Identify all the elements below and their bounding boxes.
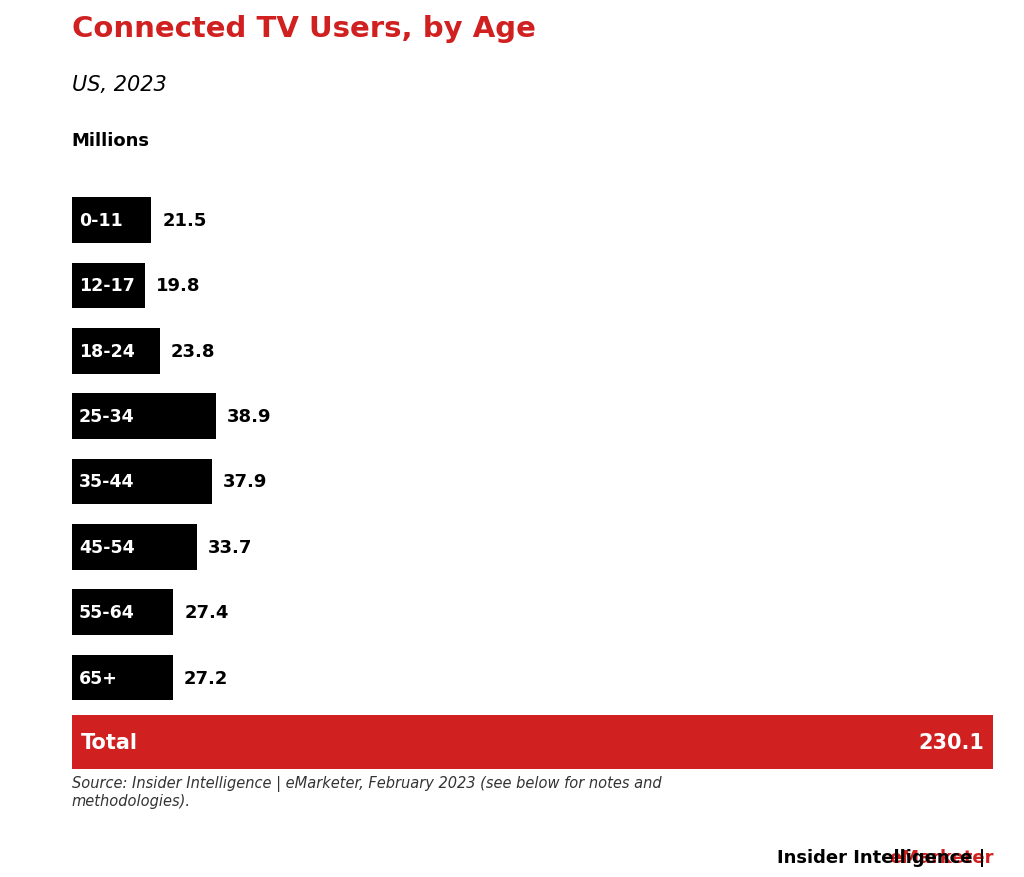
Text: Source: Insider Intelligence | eMarketer, February 2023 (see below for notes and: Source: Insider Intelligence | eMarketer… [72, 774, 662, 808]
Text: 18-24: 18-24 [79, 342, 135, 360]
Text: 33.7: 33.7 [208, 538, 252, 556]
Bar [72, 329, 160, 374]
Text: 23.8: 23.8 [171, 342, 215, 360]
Text: 12-17: 12-17 [79, 277, 135, 295]
Text: 65+: 65+ [79, 669, 118, 687]
Text: 21.5: 21.5 [163, 212, 207, 230]
Bar [72, 394, 216, 439]
Text: Connected TV Users, by Age: Connected TV Users, by Age [72, 15, 536, 43]
Text: 27.2: 27.2 [183, 669, 228, 687]
Text: Total: Total [81, 732, 138, 752]
Text: 230.1: 230.1 [919, 732, 984, 752]
Bar [72, 263, 145, 309]
Text: 0-11: 0-11 [79, 212, 123, 230]
Text: eMarketer: eMarketer [889, 848, 993, 866]
Text: 35-44: 35-44 [79, 473, 134, 491]
Text: Insider Intelligence |: Insider Intelligence | [777, 848, 992, 866]
Text: 45-54: 45-54 [79, 538, 135, 556]
Text: Millions: Millions [72, 132, 150, 150]
Bar [72, 655, 173, 701]
Bar [72, 459, 212, 505]
Text: 38.9: 38.9 [227, 408, 271, 425]
Text: 55-64: 55-64 [79, 603, 135, 622]
Text: 19.8: 19.8 [157, 277, 201, 295]
Text: 25-34: 25-34 [79, 408, 135, 425]
Text: 37.9: 37.9 [223, 473, 267, 491]
Bar [72, 198, 152, 244]
Text: US, 2023: US, 2023 [72, 75, 167, 95]
Bar [72, 524, 197, 570]
Text: 27.4: 27.4 [184, 603, 228, 622]
Bar [72, 589, 173, 635]
